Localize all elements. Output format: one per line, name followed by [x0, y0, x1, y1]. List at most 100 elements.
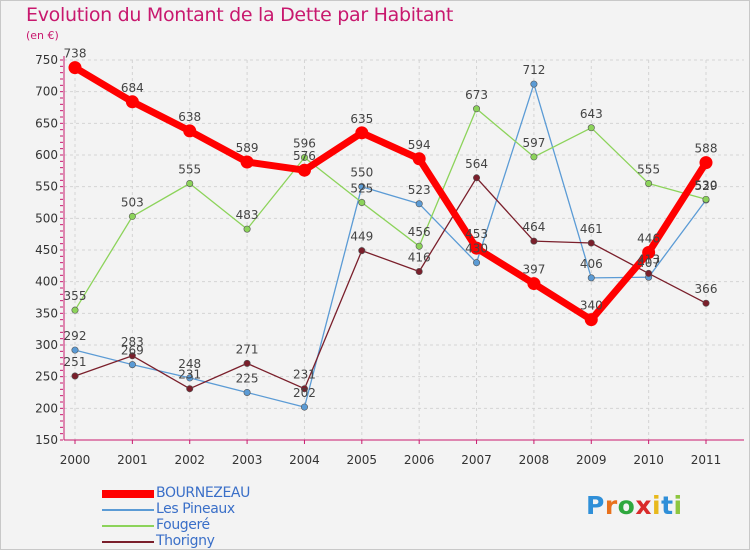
point-marker: [128, 352, 136, 360]
data-label: 413: [637, 252, 660, 266]
point-marker: [300, 403, 308, 411]
point-marker: [358, 247, 366, 255]
legend-swatch: [102, 490, 154, 498]
point-marker: [128, 212, 136, 220]
point-marker: [415, 242, 423, 250]
point-marker: [183, 124, 197, 138]
point-marker: [473, 259, 481, 267]
point-marker: [645, 180, 653, 188]
y-tick-label: 650: [35, 116, 58, 130]
x-tick-label: 2002: [174, 453, 205, 467]
y-tick-label: 350: [35, 306, 58, 320]
data-label: 673: [465, 88, 488, 102]
data-label: 483: [236, 208, 259, 222]
series-markers: [68, 61, 713, 411]
data-label: 523: [408, 183, 431, 197]
x-tick-label: 2011: [691, 453, 722, 467]
legend-swatch: [102, 525, 154, 527]
point-marker: [243, 359, 251, 367]
y-tick-label: 700: [35, 85, 58, 99]
legend-label: BOURNEZEAU: [156, 485, 250, 501]
point-marker: [587, 124, 595, 132]
data-label: 292: [64, 329, 87, 343]
legend-label: Les Pineaux: [156, 501, 235, 517]
point-marker: [527, 277, 541, 291]
x-tick-label: 2006: [404, 453, 435, 467]
data-label: 596: [293, 137, 316, 151]
x-tick-label: 2010: [633, 453, 664, 467]
data-label: 407: [637, 256, 660, 270]
point-marker: [473, 174, 481, 182]
y-tick-label: 450: [35, 243, 58, 257]
series-line-3: [74, 177, 707, 390]
logo-letter: r: [604, 491, 618, 520]
data-label: 564: [465, 157, 488, 171]
chart-title: Evolution du Montant de la Dette par Hab…: [26, 4, 454, 26]
data-label: 464: [522, 220, 545, 234]
x-tick-label: 2001: [117, 453, 148, 467]
unit-label: (en €): [26, 29, 59, 42]
data-label: 529: [695, 179, 718, 193]
point-marker: [584, 313, 598, 327]
data-label: 453: [465, 227, 488, 241]
data-label: 525: [350, 182, 373, 196]
data-label: 550: [350, 166, 373, 180]
data-label: 202: [293, 386, 316, 400]
series-line-0: [71, 64, 710, 324]
data-label: 446: [637, 232, 660, 246]
data-label: 638: [178, 110, 201, 124]
point-marker: [702, 195, 710, 203]
x-tick-label: 2008: [519, 453, 550, 467]
data-label: 397: [522, 263, 545, 277]
data-label: 684: [121, 81, 144, 95]
y-tick-label: 400: [35, 275, 58, 289]
point-marker: [300, 154, 308, 162]
data-label: 576: [293, 149, 316, 163]
data-label: 271: [236, 342, 259, 356]
point-marker: [186, 180, 194, 188]
data-label: 738: [64, 47, 87, 61]
point-marker: [642, 246, 656, 260]
point-marker: [243, 388, 251, 396]
data-labels: 738 684 638 589 576 635 594 453 397 340 446 588 292 2…: [64, 47, 718, 400]
point-marker: [530, 80, 538, 88]
y-tick-label: 200: [35, 401, 58, 415]
data-label: 355: [64, 289, 87, 303]
data-label: 712: [522, 63, 545, 77]
data-label: 449: [350, 230, 373, 244]
point-marker: [300, 385, 308, 393]
data-label: 588: [695, 142, 718, 156]
data-label: 456: [408, 225, 431, 239]
y-tick-label: 750: [35, 53, 58, 67]
y-tick-label: 500: [35, 211, 58, 225]
series-line-2: [74, 108, 707, 311]
data-label: 416: [408, 251, 431, 265]
x-tick-label: 2009: [576, 453, 607, 467]
logo-letter: P: [586, 491, 605, 520]
data-label: 589: [236, 141, 259, 155]
logo-letter: i: [652, 491, 662, 520]
series-line-1: [74, 83, 707, 408]
logo-letter: i: [673, 491, 683, 520]
logo-letter: t: [661, 491, 674, 520]
point-marker: [297, 163, 311, 177]
point-marker: [412, 152, 426, 166]
data-label: 248: [178, 357, 201, 371]
point-marker: [415, 200, 423, 208]
x-tick-label: 2004: [289, 453, 320, 467]
data-label: 530: [695, 178, 718, 192]
data-label: 594: [408, 138, 431, 152]
legend-swatch: [102, 541, 154, 543]
point-marker: [702, 299, 710, 307]
logo-letter: x: [635, 491, 652, 520]
data-label: 231: [293, 368, 316, 382]
data-label: 635: [350, 112, 373, 126]
y-tick-label: 300: [35, 338, 58, 352]
point-marker: [645, 269, 653, 277]
data-label: 225: [236, 372, 259, 386]
data-label: 251: [64, 355, 87, 369]
point-marker: [128, 361, 136, 369]
data-label: 597: [522, 136, 545, 150]
legend-label: Fougeré: [156, 517, 210, 533]
